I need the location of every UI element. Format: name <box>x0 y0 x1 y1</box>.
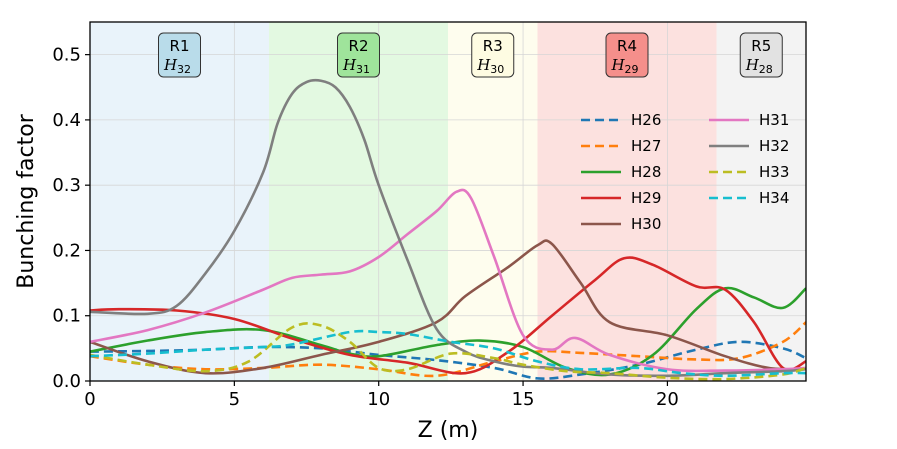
legend-item-h32: H32 <box>709 137 789 155</box>
region-harmonic-index: 30 <box>490 63 504 76</box>
region-name: R4 <box>617 37 637 55</box>
y-tick-label: 0.4 <box>52 110 81 131</box>
x-tick-label: 10 <box>367 389 390 410</box>
legend-item-h28: H28 <box>581 163 661 181</box>
region-band-r2 <box>269 22 448 381</box>
legend-item-h33: H33 <box>709 163 789 181</box>
region-harmonic-index: 29 <box>625 63 639 76</box>
legend-item-h34: H34 <box>709 189 789 207</box>
region-label-box <box>158 32 201 78</box>
region-name: R3 <box>483 37 503 55</box>
y-tick-label: 0.0 <box>52 371 81 392</box>
y-tick-label: 0.1 <box>52 306 81 327</box>
legend-label: H26 <box>631 111 661 129</box>
legend-item-h26: H26 <box>581 111 661 129</box>
region-harmonic-index: 28 <box>759 63 773 76</box>
y-tick-label: 0.2 <box>52 240 81 261</box>
region-name: R2 <box>349 37 369 55</box>
legend-item-h31: H31 <box>709 111 789 129</box>
region-label-box <box>337 32 380 78</box>
series-line-h28 <box>90 286 806 377</box>
series-line-h29 <box>90 256 806 375</box>
x-tick-label: 15 <box>512 389 535 410</box>
region-harmonic-index: 32 <box>177 63 191 76</box>
series-line-h33 <box>90 322 806 381</box>
legend-label: H32 <box>759 137 789 155</box>
series-line-h31 <box>90 188 806 373</box>
legend-label: H31 <box>759 111 789 129</box>
legend-label: H33 <box>759 163 789 181</box>
legend-item-h30: H30 <box>581 215 661 233</box>
x-tick-label: 20 <box>656 389 679 410</box>
region-label-box <box>471 32 515 78</box>
legend-label: H27 <box>631 137 661 155</box>
region-label-box <box>605 32 649 78</box>
x-tick-label: 0 <box>84 389 95 410</box>
legend-label: H30 <box>631 215 661 233</box>
y-axis-label: Bunching factor <box>14 113 39 288</box>
series-line-h32 <box>90 78 806 378</box>
region-band-r5 <box>716 22 806 381</box>
legend-label: H34 <box>759 189 789 207</box>
y-tick-label: 0.5 <box>52 45 81 66</box>
x-axis-label: Z (m) <box>418 418 479 443</box>
legend-label: H28 <box>631 163 661 181</box>
region-name: R5 <box>751 37 771 55</box>
legend-item-h27: H27 <box>581 137 661 155</box>
region-name: R1 <box>170 37 190 55</box>
legend-item-h29: H29 <box>581 189 661 207</box>
region-label-box <box>739 32 783 78</box>
series-line-h34 <box>90 329 806 378</box>
region-band-r3 <box>448 22 538 381</box>
x-tick-label: 5 <box>229 389 240 410</box>
series-line-h30 <box>90 239 806 375</box>
plot-frame <box>89 21 807 382</box>
y-tick-label: 0.3 <box>52 175 81 196</box>
legend-label: H29 <box>631 189 661 207</box>
region-harmonic-index: 31 <box>356 63 370 76</box>
